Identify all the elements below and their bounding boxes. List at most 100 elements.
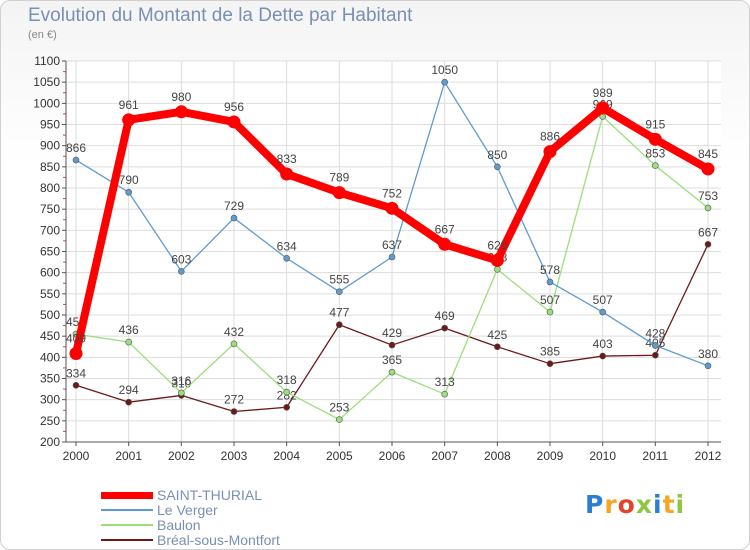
data-point: [652, 351, 659, 359]
brand-letter: o: [617, 490, 636, 519]
y-tick-label: 1100: [34, 54, 60, 68]
grid: [66, 60, 721, 443]
x-tick-label: 2012: [695, 449, 722, 463]
data-point: [230, 214, 238, 222]
data-label: 313: [435, 375, 455, 389]
x-tick-label: 2008: [484, 449, 511, 463]
brand-letter: x: [635, 490, 653, 519]
data-label: 989: [593, 86, 613, 100]
data-label: 603: [171, 252, 191, 266]
data-label: 790: [119, 173, 139, 187]
data-point: [441, 324, 448, 332]
chart-unit: (en €): [28, 29, 57, 41]
data-label: 403: [593, 337, 613, 351]
data-point: [125, 338, 132, 346]
y-tick-label: 350: [40, 372, 60, 386]
y-tick-label: 800: [40, 181, 60, 195]
data-point: [704, 362, 712, 370]
data-label: 956: [224, 100, 244, 114]
data-point: [230, 408, 238, 415]
data-label: 385: [540, 345, 560, 359]
x-tick-label: 2000: [63, 449, 90, 463]
data-label: 310: [171, 376, 191, 390]
y-tick-label: 600: [40, 266, 60, 280]
brand-letter: r: [604, 490, 618, 519]
legend-swatch: [101, 509, 153, 511]
data-label: 272: [224, 393, 244, 407]
legend-swatch: [101, 491, 153, 499]
data-label: 866: [66, 141, 86, 155]
data-point: [336, 288, 343, 296]
chart-title: Evolution du Montant de la Dette par Hab…: [28, 5, 413, 26]
legend-swatch: [101, 539, 153, 541]
data-point: [72, 156, 80, 164]
data-label: 853: [645, 147, 665, 161]
data-label: 507: [540, 293, 560, 307]
data-point: [546, 360, 554, 367]
x-tick-label: 2007: [431, 449, 458, 463]
x-tick-label: 2010: [589, 449, 616, 463]
data-point: [122, 113, 136, 127]
data-label: 507: [593, 293, 613, 307]
data-label: 729: [224, 199, 244, 213]
data-point: [178, 389, 185, 397]
data-point: [441, 390, 448, 398]
data-label: 845: [698, 147, 718, 161]
data-point: [388, 368, 396, 376]
data-label: 833: [277, 152, 297, 166]
data-label: 667: [435, 222, 455, 236]
y-tick-label: 1000: [33, 96, 60, 110]
data-label: 334: [66, 366, 86, 380]
data-label: 428: [645, 326, 665, 340]
legend-item: Baulon: [101, 517, 201, 533]
legend-swatch: [101, 524, 153, 526]
x-tick-label: 2006: [379, 449, 406, 463]
x-tick-label: 2003: [221, 449, 248, 463]
data-point: [438, 237, 452, 251]
data-label: 886: [540, 130, 560, 144]
data-point: [543, 145, 557, 159]
y-tick-label: 900: [40, 139, 60, 153]
data-label: 253: [329, 401, 349, 415]
data-point: [490, 253, 504, 267]
legend-label: Baulon: [157, 517, 201, 533]
brand-letter: t: [662, 490, 676, 519]
data-label: 469: [435, 309, 455, 323]
data-label: 1050: [431, 63, 458, 77]
y-tick-label: 850: [40, 160, 60, 174]
data-point: [599, 352, 606, 360]
data-label: 432: [224, 325, 244, 339]
x-tick-label: 2011: [642, 449, 668, 463]
data-label: 634: [277, 239, 297, 253]
brand-letter: i: [653, 490, 663, 519]
data-point: [494, 343, 501, 351]
data-label: 555: [329, 273, 349, 287]
y-axis: 200 250 300 350 400 450 500 550 600 650 700 750 800 8…: [33, 54, 67, 449]
y-tick-label: 200: [40, 435, 60, 449]
x-axis: 2000 2001 2002 2003 2004 2005 2006 2007 2008 2009…: [63, 441, 722, 463]
data-point: [283, 254, 290, 262]
data-point: [125, 398, 132, 406]
data-point: [72, 381, 80, 389]
data-point: [701, 162, 715, 176]
brand-logo: Proxiti: [585, 490, 685, 519]
y-tick-label: 950: [40, 118, 60, 132]
data-label: 425: [487, 328, 507, 342]
data-point: [69, 347, 83, 361]
data-point: [125, 188, 132, 196]
x-tick-label: 2009: [537, 449, 564, 463]
data-label: 915: [645, 117, 665, 131]
series-2: 455436316432318253365313608507969853753: [66, 97, 718, 423]
x-tick-label: 2005: [326, 449, 353, 463]
legend-item: Le Verger: [101, 502, 218, 518]
legend-label: SAINT-THURIAL: [157, 487, 263, 503]
legend-item: SAINT-THURIAL: [101, 487, 262, 503]
data-label: 961: [119, 98, 139, 112]
data-label: 667: [698, 225, 718, 239]
data-label: 429: [382, 326, 402, 340]
series-1: 866 790 603 729 634 555 637 1050 850 578 507 428 380: [66, 63, 718, 370]
brand-letter: i: [675, 490, 686, 519]
y-tick-label: 1050: [33, 75, 60, 89]
